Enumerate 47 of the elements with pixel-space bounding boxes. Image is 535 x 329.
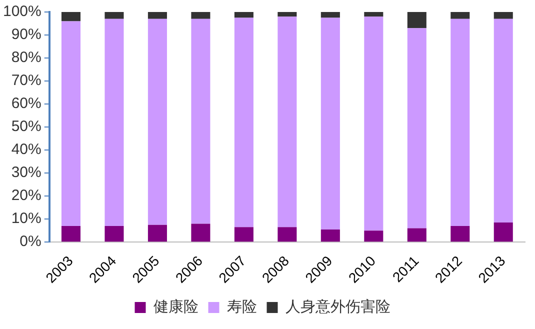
bar	[407, 12, 426, 28]
bar	[191, 12, 210, 19]
bar	[104, 18, 124, 226]
y-tick-label: 80%	[11, 49, 42, 66]
bar	[364, 230, 384, 242]
bar	[191, 224, 210, 242]
legend-label: 寿险	[226, 297, 257, 316]
bar	[364, 12, 384, 17]
bar	[61, 21, 80, 226]
bar	[61, 12, 80, 22]
y-tick-label: 10%	[11, 210, 42, 228]
bar	[148, 12, 167, 19]
bar	[278, 227, 297, 242]
legend-label: 人身意外伤害险	[285, 297, 390, 316]
legend-label: 健康险	[153, 297, 198, 316]
bar	[494, 18, 513, 223]
bar	[104, 226, 124, 242]
bar	[148, 18, 167, 225]
bar	[364, 16, 384, 231]
bar	[61, 226, 80, 242]
y-tick-label: 30%	[11, 164, 42, 182]
bar	[234, 227, 254, 242]
bar	[407, 28, 426, 228]
y-tick-label: 0%	[20, 233, 42, 250]
bar	[278, 12, 297, 17]
bar	[320, 229, 340, 242]
bar	[494, 12, 513, 19]
bar	[494, 222, 513, 242]
bar	[104, 12, 124, 19]
y-tick-label: 60%	[11, 95, 42, 112]
bar	[320, 12, 340, 18]
bar	[320, 18, 340, 230]
bar	[278, 16, 297, 228]
y-tick-label: 70%	[11, 72, 42, 90]
bar	[148, 224, 167, 242]
bar	[407, 228, 426, 242]
bar	[234, 12, 254, 18]
y-tick-label: 100%	[2, 3, 42, 20]
bar	[450, 12, 470, 19]
bar	[234, 18, 254, 228]
bar	[450, 18, 470, 226]
y-tick-label: 40%	[11, 141, 42, 158]
y-tick-label: 50%	[11, 118, 42, 136]
y-tick-label: 20%	[11, 187, 42, 204]
bar	[191, 18, 210, 224]
bar	[450, 226, 470, 242]
y-tick-label: 90%	[11, 26, 42, 44]
